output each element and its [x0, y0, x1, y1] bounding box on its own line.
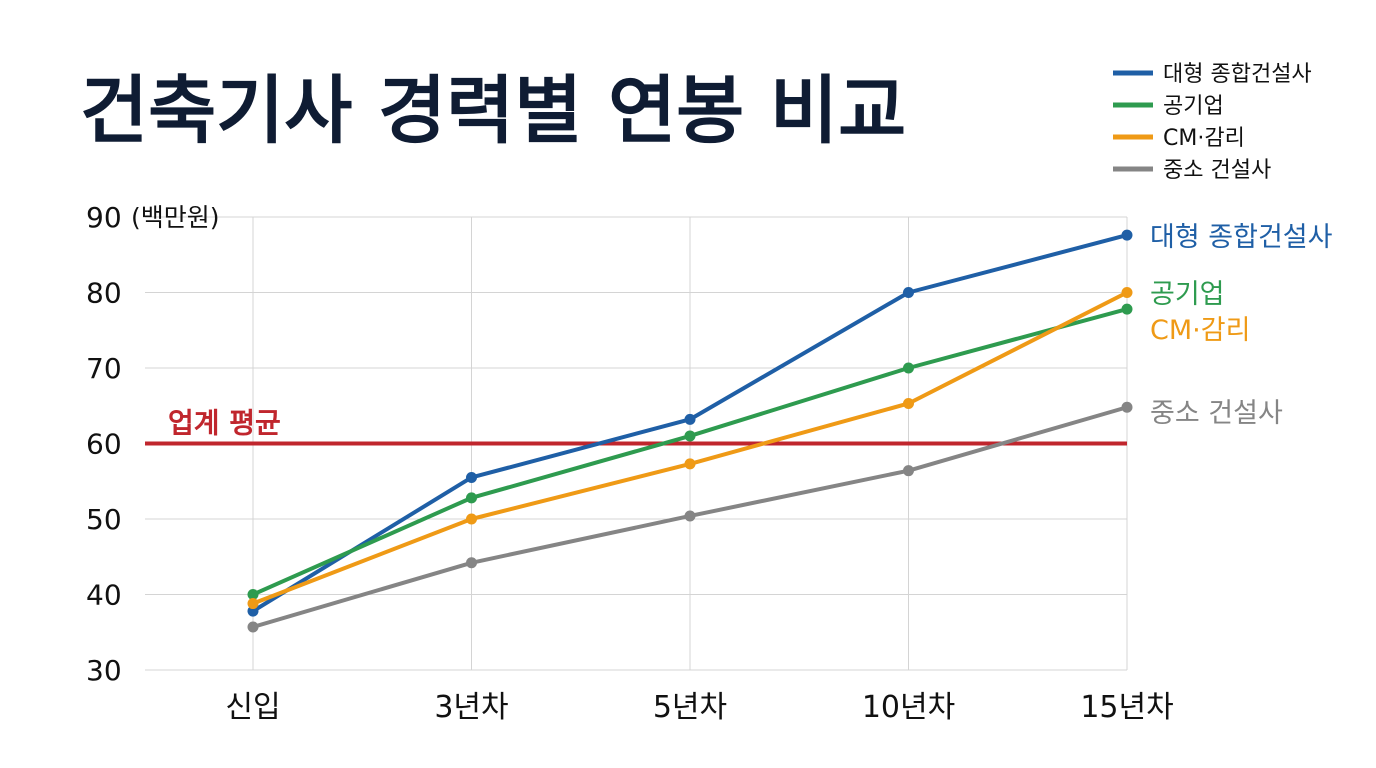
reference-line-label: 업계 평균	[168, 407, 281, 440]
data-point	[903, 397, 914, 409]
data-point	[1121, 303, 1133, 315]
data-point	[247, 589, 259, 600]
data-point	[684, 510, 696, 522]
legend-label: 중소 건설사	[1163, 158, 1271, 183]
data-point	[247, 621, 259, 633]
x-axis: 신입 3년차 5년차 10년차 15년차	[225, 690, 1173, 725]
data-point	[247, 605, 259, 617]
data-point	[466, 557, 477, 569]
reference-line-group: 업계 평균	[145, 407, 1127, 446]
series-end-label: CM·감리	[1150, 315, 1250, 346]
data-point	[903, 362, 914, 374]
y-axis-unit-label: (백만원)	[131, 203, 220, 232]
y-tick-label: 30	[86, 654, 122, 687]
x-tick-label: 3년차	[434, 690, 508, 725]
legend-label: 공기업	[1163, 94, 1224, 119]
x-tick-label: 5년차	[653, 690, 727, 725]
y-tick-label: 90	[86, 201, 122, 234]
data-point	[1121, 401, 1133, 413]
x-tick-label: 10년차	[862, 690, 955, 725]
series-group	[247, 229, 1133, 633]
data-point	[1121, 287, 1133, 298]
y-tick-label: 80	[86, 277, 122, 310]
y-axis: 30 40 50 60 70 80 90 (백만원)	[86, 201, 220, 687]
legend-label: 대형 종합건설사	[1163, 62, 1312, 87]
y-tick-label: 50	[86, 503, 122, 536]
y-tick-label: 60	[86, 428, 122, 461]
data-point	[684, 413, 696, 425]
data-point	[247, 598, 259, 610]
y-tick-label: 40	[86, 579, 122, 612]
x-tick-label: 신입	[225, 690, 280, 725]
chart-title: 건축기사 경력별 연봉 비교	[80, 68, 906, 154]
series-end-label: 대형 종합건설사	[1150, 222, 1333, 253]
x-tick-label: 15년차	[1080, 690, 1173, 725]
data-point	[466, 492, 477, 504]
data-point	[466, 513, 477, 525]
data-point	[903, 465, 914, 477]
data-point	[684, 430, 696, 442]
y-tick-label: 70	[86, 352, 122, 385]
series-end-label: 공기업	[1150, 279, 1225, 310]
data-point	[466, 471, 477, 483]
data-point	[684, 458, 696, 470]
legend-label: CM·감리	[1163, 126, 1245, 151]
data-point	[1121, 229, 1133, 241]
data-point	[903, 287, 914, 298]
series-end-label: 중소 건설사	[1150, 398, 1283, 429]
